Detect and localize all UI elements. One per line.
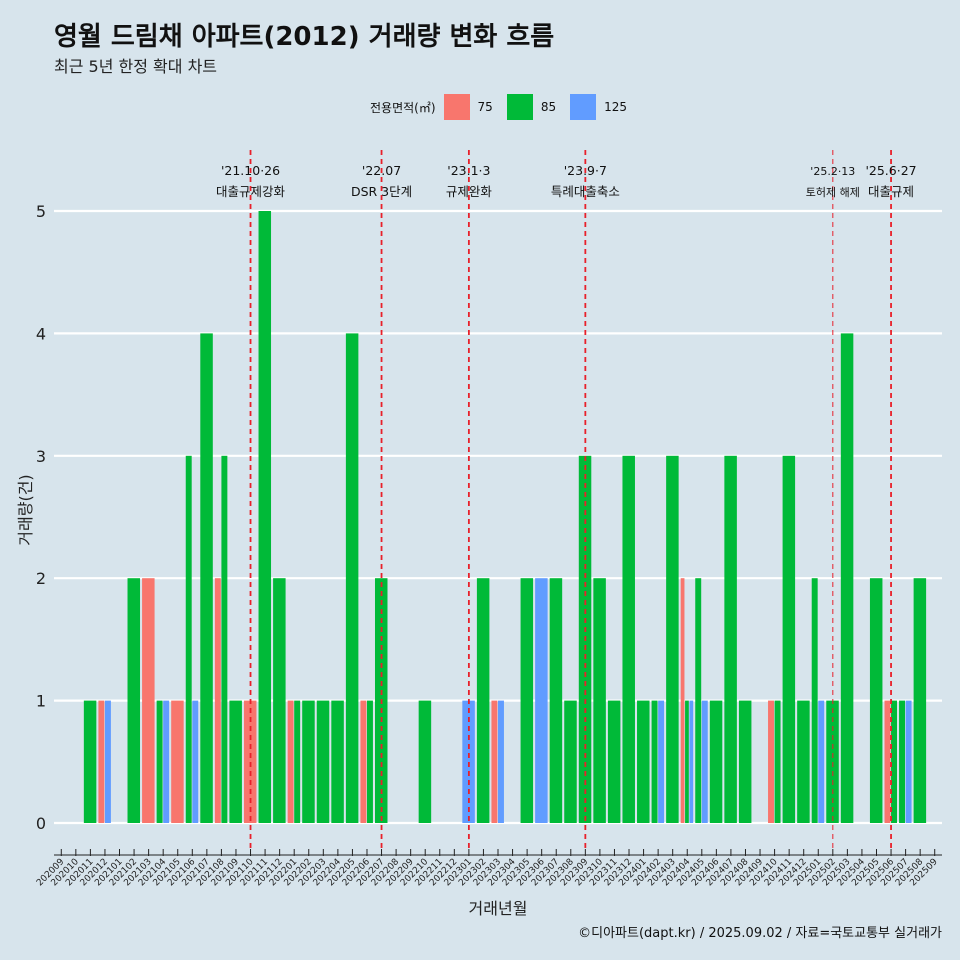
- bar-85-202403: [666, 455, 679, 823]
- source-caption: ©디아파트(dapt.kr) / 2025.09.02 / 자료=국토교통부 실…: [578, 926, 942, 941]
- bar-85-202502: [826, 700, 839, 823]
- bar-85-202508: [913, 578, 927, 823]
- legend-swatch-85: [506, 94, 533, 120]
- legend-item-85: 85: [506, 94, 557, 120]
- bar-85-202109: [229, 700, 242, 823]
- bar-125-202012: [104, 700, 111, 823]
- bar-125-202507: [905, 700, 912, 823]
- bar-85-202111: [258, 211, 272, 823]
- bar-125-202404: [689, 700, 694, 823]
- bar-125-202303: [498, 700, 504, 823]
- annotation-label: 특례대출축소: [551, 184, 620, 199]
- bar-75-202404: [680, 578, 685, 823]
- bar-85-202506: [891, 700, 897, 823]
- bar-85-202308: [564, 700, 577, 823]
- bar-85-202411: [782, 455, 796, 823]
- legend-label-125: 125: [604, 100, 627, 114]
- y-tick-label: 0: [36, 814, 46, 833]
- bar-85-202407: [724, 455, 737, 823]
- bar-85-202307: [549, 578, 563, 823]
- bar-125-202306: [535, 578, 548, 823]
- bar-75-202410: [768, 700, 774, 823]
- y-tick-label: 2: [36, 569, 46, 588]
- legend-swatch-125: [570, 94, 597, 120]
- annotation-label: 대출규제강화: [216, 184, 286, 199]
- chart-title: 영월 드림채 아파트(2012) 거래량 변화 흐름: [54, 22, 555, 52]
- annotation-label: 토허제 해제: [806, 185, 860, 199]
- legend-item-125: 125: [570, 94, 627, 120]
- annotation-date: '23.1·3: [447, 163, 490, 178]
- bar-75-202108: [214, 578, 221, 823]
- bar-125-202104: [163, 700, 170, 823]
- bar-85-202507: [899, 700, 906, 823]
- annotation-label: 대출규제: [868, 184, 914, 199]
- bar-85-202404: [685, 700, 689, 823]
- bar-75-202012: [98, 700, 105, 823]
- annotation-date: '23.9·7: [564, 163, 607, 178]
- bar-85-202402: [651, 700, 658, 823]
- bar-85-202201: [294, 700, 301, 823]
- y-tick-label: 4: [36, 324, 46, 343]
- bar-125-202301: [462, 700, 475, 823]
- legend-title: 전용면적(㎡): [370, 100, 436, 115]
- bar-85-202410: [774, 700, 781, 823]
- bar-85-202112: [273, 578, 286, 823]
- bar-85-202505: [869, 578, 883, 823]
- annotation-date: '22.07: [362, 163, 401, 178]
- annotation-label: 규제완화: [446, 184, 493, 199]
- bar-85-202106: [185, 455, 192, 823]
- legend: 전용면적(㎡) 75 85 125: [370, 93, 641, 121]
- bar-85-202011: [83, 700, 97, 823]
- y-tick-label: 3: [36, 447, 46, 466]
- bar-125-202106: [192, 700, 199, 823]
- bar-85-202408: [738, 700, 752, 823]
- legend-label-75: 75: [477, 100, 493, 114]
- chart-subtitle: 최근 5년 한정 확대 차트: [54, 57, 218, 76]
- bar-75-202103: [142, 578, 155, 823]
- bar-75-202110: [243, 700, 257, 823]
- legend-label-85: 85: [540, 100, 557, 114]
- legend-swatch-75: [443, 94, 470, 120]
- legend-item-75: 75: [443, 94, 493, 120]
- bar-75-202506: [884, 700, 891, 823]
- bar-85-202203: [316, 700, 330, 823]
- bar-85-202310: [593, 578, 606, 823]
- bar-85-202401: [637, 700, 650, 823]
- y-tick-label: 5: [36, 202, 46, 221]
- annotation-date: '21.10·26: [221, 163, 280, 178]
- bar-75-202201: [287, 700, 294, 823]
- bar-85-202305: [520, 578, 534, 823]
- bar-85-202102: [127, 578, 141, 823]
- bar-85-202104: [156, 700, 163, 823]
- bar-125-202405: [701, 700, 708, 823]
- annotation-date: '25.2·13: [810, 165, 855, 178]
- bar-85-202202: [302, 700, 315, 823]
- bar-85-202206: [366, 700, 373, 823]
- bar-85-202405: [695, 578, 702, 823]
- bar-85-202108: [221, 455, 228, 823]
- bar-85-202503: [840, 333, 854, 823]
- bar-85-202412: [797, 700, 810, 823]
- y-axis-title: 거래량(건): [16, 474, 35, 545]
- bar-75-202206: [360, 700, 367, 823]
- bar-85-202210: [418, 700, 432, 823]
- bar-85-202205: [345, 333, 359, 823]
- annotation-label: DSR 3단계: [351, 184, 412, 199]
- bar-125-202501: [818, 700, 825, 823]
- bar-75-202105: [171, 700, 184, 823]
- bar-125-202402: [658, 700, 665, 823]
- bar-85-202406: [709, 700, 723, 823]
- bar-85-202312: [622, 455, 635, 823]
- y-tick-label: 1: [36, 692, 46, 711]
- bar-85-202302: [476, 578, 490, 823]
- bar-75-202303: [491, 700, 498, 823]
- bar-85-202204: [331, 700, 344, 823]
- x-axis-title: 거래년월: [469, 899, 528, 918]
- bar-85-202311: [607, 700, 621, 823]
- bar-85-202501: [811, 578, 818, 823]
- annotation-date: '25.6·27: [865, 163, 916, 178]
- bar-85-202107: [200, 333, 213, 823]
